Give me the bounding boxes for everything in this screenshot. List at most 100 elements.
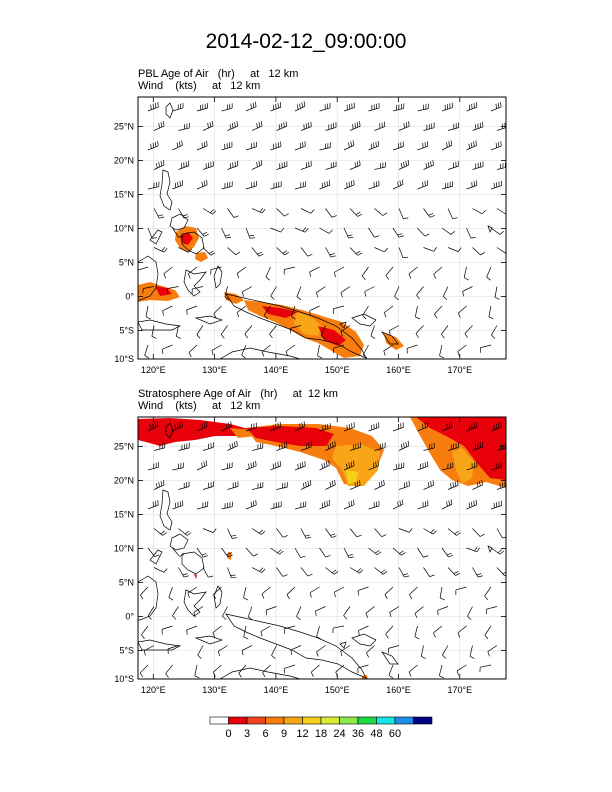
- wind-barb: [441, 227, 456, 235]
- wind-barb: [300, 528, 312, 539]
- wind-barb: [167, 645, 179, 654]
- lon-tick-label: 160°E: [386, 685, 411, 695]
- wind-barb: [332, 305, 345, 314]
- wind-barb: [325, 479, 336, 490]
- wind-barb: [202, 121, 214, 131]
- wind-barb: [202, 481, 214, 490]
- wind-barb: [466, 499, 478, 510]
- wind-barb: [472, 161, 484, 170]
- wind-barb: [147, 421, 159, 432]
- coast2-halmahera: [213, 585, 223, 609]
- wind-barb: [366, 645, 375, 658]
- wind-barb: [349, 121, 361, 131]
- coast2-visayas: [169, 533, 189, 551]
- wind-barb: [202, 208, 217, 215]
- coast-taiwan: [165, 102, 174, 119]
- wind-barb: [472, 441, 484, 451]
- wind-barb: [441, 499, 453, 510]
- wind-barb: [294, 141, 306, 151]
- wind-barb: [213, 586, 222, 600]
- wind-barb: [333, 344, 345, 354]
- lon-tick-label: 170°E: [447, 365, 472, 375]
- wind-barb: [243, 625, 249, 640]
- panel2-field-label: Stratosphere Age of Air (hr) at 12 km: [138, 388, 338, 400]
- wind-barb: [388, 325, 400, 336]
- wind-barb: [161, 344, 173, 355]
- panel2-frame: [137, 416, 507, 680]
- wind-barb: [392, 462, 405, 471]
- wind-barb: [472, 479, 483, 490]
- coast-visayas: [169, 213, 189, 231]
- wind-barb: [455, 586, 467, 595]
- wind-barb: [315, 606, 326, 617]
- wind-barb: [374, 528, 387, 538]
- wind-barb: [178, 160, 190, 170]
- wind-barb: [361, 266, 369, 281]
- wind-barb: [374, 442, 386, 451]
- wind-barb: [142, 286, 155, 294]
- wind-barb: [417, 180, 429, 190]
- wind-barb: [196, 325, 204, 339]
- wind-barb: [441, 102, 453, 112]
- wind-barb: [398, 247, 409, 259]
- wind-barb: [194, 664, 200, 679]
- wind-barb: [374, 479, 385, 490]
- strat-east-core: [416, 417, 506, 480]
- wind-barb: [472, 247, 485, 256]
- panel1-frame: [137, 96, 507, 360]
- wind-barb: [309, 305, 320, 316]
- wind-barb: [394, 286, 400, 300]
- wind-barb: [193, 606, 204, 618]
- lat-tick-label: 15°N: [114, 190, 134, 200]
- wind-barb: [472, 528, 485, 537]
- wind-barb: [221, 227, 232, 239]
- wind-barb: [196, 501, 209, 510]
- wind-barb: [414, 606, 424, 619]
- wind-barb: [484, 586, 492, 601]
- wind-barb: [423, 208, 435, 218]
- wind-barb: [398, 121, 410, 131]
- strat-west-plume: [138, 418, 252, 446]
- wind-barb: [270, 102, 282, 112]
- wind-barb: [423, 528, 437, 535]
- panel1-wind-label: Wind (kts) at 12 km: [138, 80, 261, 92]
- wind-barb: [138, 266, 149, 276]
- wind-barb: [140, 586, 149, 600]
- wind-barb: [242, 286, 253, 297]
- wind-barb: [227, 208, 239, 218]
- wind-barb: [143, 645, 155, 656]
- wind-barb: [196, 179, 208, 190]
- lat-tick-label: 20°N: [114, 156, 134, 166]
- wind-barb: [472, 567, 483, 578]
- wind-barb: [260, 625, 271, 637]
- wind-barb: [286, 586, 296, 600]
- lat-tick-label: 0°: [125, 612, 134, 622]
- wind-barb: [300, 441, 312, 451]
- wind-barb: [290, 645, 302, 655]
- wind-barb: [162, 305, 173, 316]
- coast2-mindanao: [181, 551, 205, 575]
- lat-tick-label: 5°S: [119, 326, 134, 336]
- lon-tick-label: 120°E: [141, 365, 166, 375]
- panel2-shading: [138, 417, 506, 679]
- wind-barb: [270, 547, 284, 555]
- wind-barb: [466, 180, 478, 190]
- wind-barb: [462, 286, 473, 297]
- wind-barb: [457, 305, 467, 318]
- coast-timor: [194, 315, 224, 325]
- wind-barb: [437, 606, 449, 616]
- wind-barb: [340, 286, 351, 298]
- shade-mindanao: [195, 252, 208, 262]
- wind-barb: [343, 227, 354, 239]
- wind-barb: [224, 286, 230, 300]
- wind-barb: [196, 421, 208, 432]
- wind-barb: [447, 247, 462, 252]
- wind-barb: [463, 266, 469, 281]
- wind-barb: [300, 208, 315, 214]
- wind-barb: [172, 606, 179, 620]
- lat-tick-label: 10°N: [114, 224, 134, 234]
- wind-barb: [210, 266, 222, 275]
- wind-barb: [270, 501, 282, 510]
- shade-newguinea-yellow: [294, 312, 322, 336]
- wind-barb: [442, 645, 449, 659]
